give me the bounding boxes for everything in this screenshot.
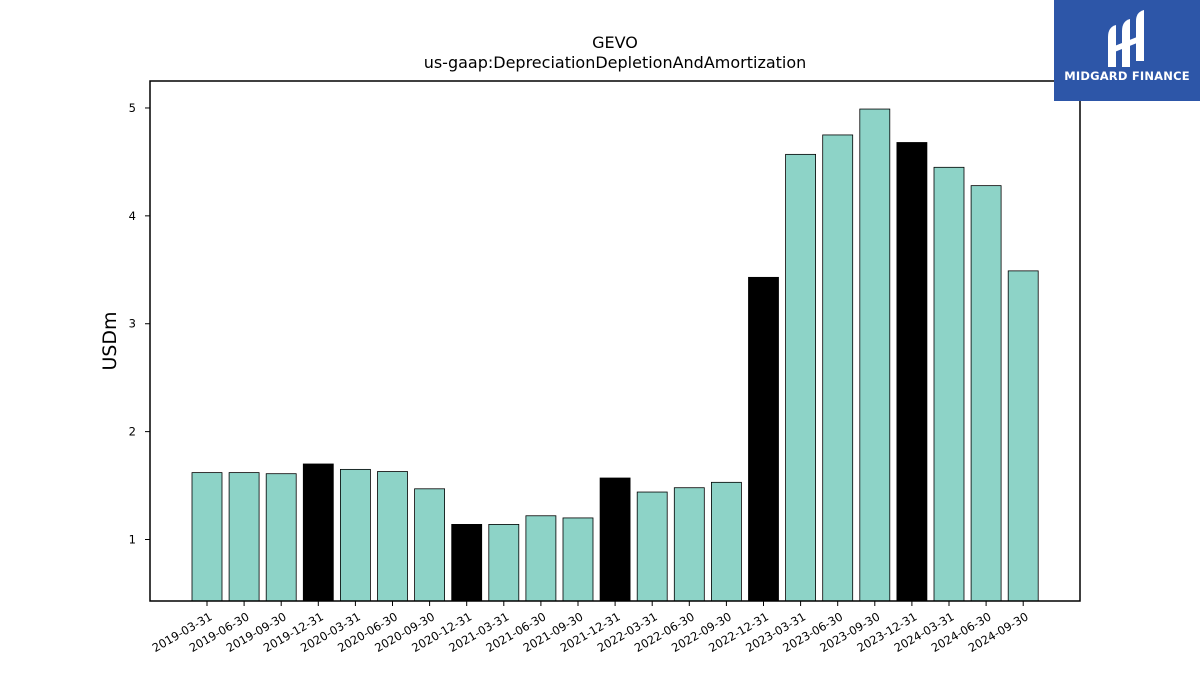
y-tick-label: 1 (129, 533, 136, 547)
bar-2022-09-30 (711, 481, 742, 602)
logo-text: MIDGARD FINANCE (1064, 69, 1190, 83)
bar-2023-12-31 (896, 142, 928, 602)
y-tick-label: 2 (129, 425, 136, 439)
bar-2019-03-31 (191, 472, 223, 602)
chart-subtitle: us-gaap:DepreciationDepletionAndAmortiza… (424, 53, 807, 72)
y-tick-label: 4 (129, 209, 136, 223)
bar-2019-06-30 (228, 472, 260, 602)
bar-2021-09-30 (562, 517, 594, 602)
bar-2023-09-30 (859, 108, 891, 602)
midgard-finance-logo: MIDGARD FINANCE (1054, 0, 1200, 101)
bar-2020-03-31 (339, 468, 371, 602)
bar-2021-03-31 (488, 524, 520, 602)
bar-2021-12-31 (599, 477, 631, 602)
bar-2020-12-31 (451, 524, 483, 602)
bars-group (191, 108, 1039, 602)
y-tick-label: 5 (129, 101, 136, 115)
chart-title: GEVO (592, 33, 638, 52)
bar-2024-06-30 (970, 185, 1002, 602)
bar-2022-06-30 (673, 487, 705, 602)
y-axis: 1 2 3 4 5 (129, 101, 150, 547)
bar-2020-06-30 (377, 471, 408, 602)
bar-2019-12-31 (302, 463, 334, 602)
bar-2021-06-30 (525, 515, 557, 602)
midgard-logo-icon (1108, 10, 1144, 67)
bar-2023-03-31 (785, 153, 816, 602)
plot-frame (149, 80, 1081, 602)
bar-2024-03-31 (933, 166, 965, 602)
bar-2022-12-31 (748, 276, 779, 602)
bar-2019-09-30 (265, 473, 297, 602)
x-axis: 2019-03-312019-06-302019-09-302019-12-31… (150, 601, 1031, 655)
y-axis-label: USDm (99, 311, 121, 370)
bar-2024-09-30 (1007, 270, 1039, 602)
bar-2023-06-30 (822, 134, 854, 602)
bar-2020-09-30 (414, 488, 446, 602)
y-tick-label: 3 (129, 317, 136, 331)
bar-2022-03-31 (636, 491, 668, 602)
